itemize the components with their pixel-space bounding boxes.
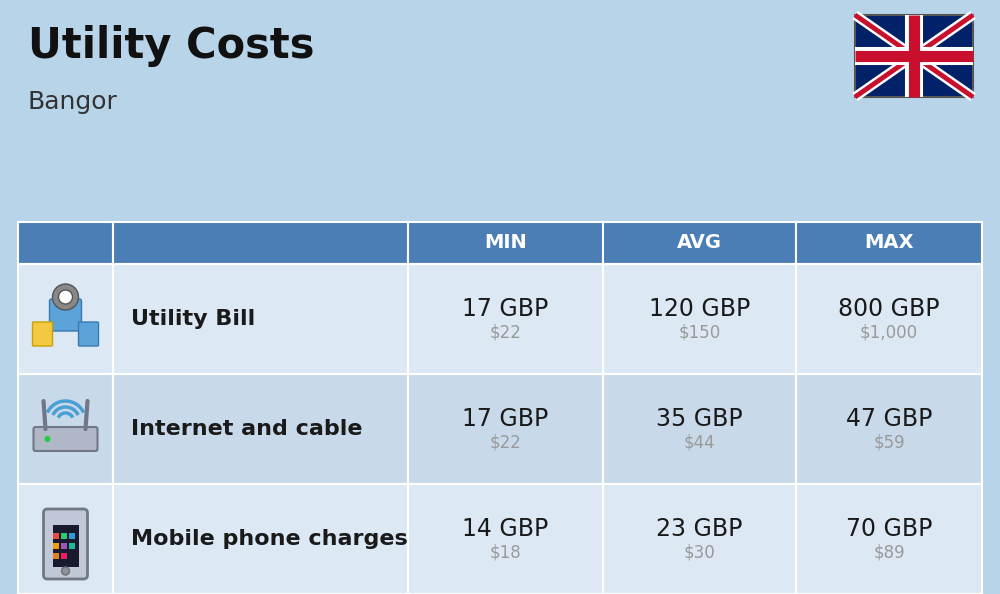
Text: $59: $59 xyxy=(873,434,905,452)
Bar xyxy=(18,374,113,484)
Bar xyxy=(68,543,74,549)
Bar xyxy=(68,533,74,539)
Bar xyxy=(113,264,408,374)
Bar xyxy=(113,484,408,594)
Text: Utility Costs: Utility Costs xyxy=(28,25,314,67)
Text: $30: $30 xyxy=(684,544,715,562)
Text: AVG: AVG xyxy=(677,233,722,252)
Bar xyxy=(796,264,982,374)
Bar xyxy=(18,264,113,374)
Bar xyxy=(408,264,603,374)
Text: 17 GBP: 17 GBP xyxy=(462,297,549,321)
Bar xyxy=(60,553,66,559)
Bar xyxy=(52,553,58,559)
Text: $18: $18 xyxy=(490,544,521,562)
Bar xyxy=(855,15,973,97)
Text: $44: $44 xyxy=(684,434,715,452)
Text: MIN: MIN xyxy=(484,233,527,252)
Text: $89: $89 xyxy=(873,544,905,562)
Text: 14 GBP: 14 GBP xyxy=(462,517,549,541)
Bar xyxy=(408,374,603,484)
Bar xyxy=(52,525,78,567)
Circle shape xyxy=(62,567,70,575)
Text: $22: $22 xyxy=(490,324,521,342)
Bar xyxy=(113,374,408,484)
Text: 17 GBP: 17 GBP xyxy=(462,407,549,431)
Bar xyxy=(796,374,982,484)
Bar xyxy=(18,484,113,594)
Circle shape xyxy=(58,290,72,304)
FancyBboxPatch shape xyxy=(32,322,52,346)
Bar xyxy=(408,222,603,264)
Circle shape xyxy=(52,284,78,310)
Text: 70 GBP: 70 GBP xyxy=(846,517,932,541)
Text: Internet and cable: Internet and cable xyxy=(131,419,362,439)
Bar xyxy=(18,222,113,264)
Text: Mobile phone charges: Mobile phone charges xyxy=(131,529,408,549)
Circle shape xyxy=(44,436,50,442)
Bar xyxy=(603,264,796,374)
Text: 23 GBP: 23 GBP xyxy=(656,517,743,541)
Bar xyxy=(796,222,982,264)
Bar xyxy=(408,484,603,594)
Text: Utility Bill: Utility Bill xyxy=(131,309,255,329)
Text: 120 GBP: 120 GBP xyxy=(649,297,750,321)
Text: 47 GBP: 47 GBP xyxy=(846,407,932,431)
Bar xyxy=(796,484,982,594)
Bar xyxy=(60,543,66,549)
Text: MAX: MAX xyxy=(864,233,914,252)
Text: $150: $150 xyxy=(678,324,721,342)
FancyBboxPatch shape xyxy=(78,322,98,346)
Bar xyxy=(603,484,796,594)
Bar xyxy=(603,374,796,484)
Bar xyxy=(113,222,408,264)
FancyBboxPatch shape xyxy=(50,299,82,331)
Bar xyxy=(52,543,58,549)
FancyBboxPatch shape xyxy=(34,427,98,451)
Bar xyxy=(60,533,66,539)
Text: $1,000: $1,000 xyxy=(860,324,918,342)
Text: 800 GBP: 800 GBP xyxy=(838,297,940,321)
Text: 35 GBP: 35 GBP xyxy=(656,407,743,431)
FancyBboxPatch shape xyxy=(44,509,88,579)
Bar xyxy=(52,533,58,539)
Bar xyxy=(603,222,796,264)
Text: Bangor: Bangor xyxy=(28,90,118,114)
Text: $22: $22 xyxy=(490,434,521,452)
